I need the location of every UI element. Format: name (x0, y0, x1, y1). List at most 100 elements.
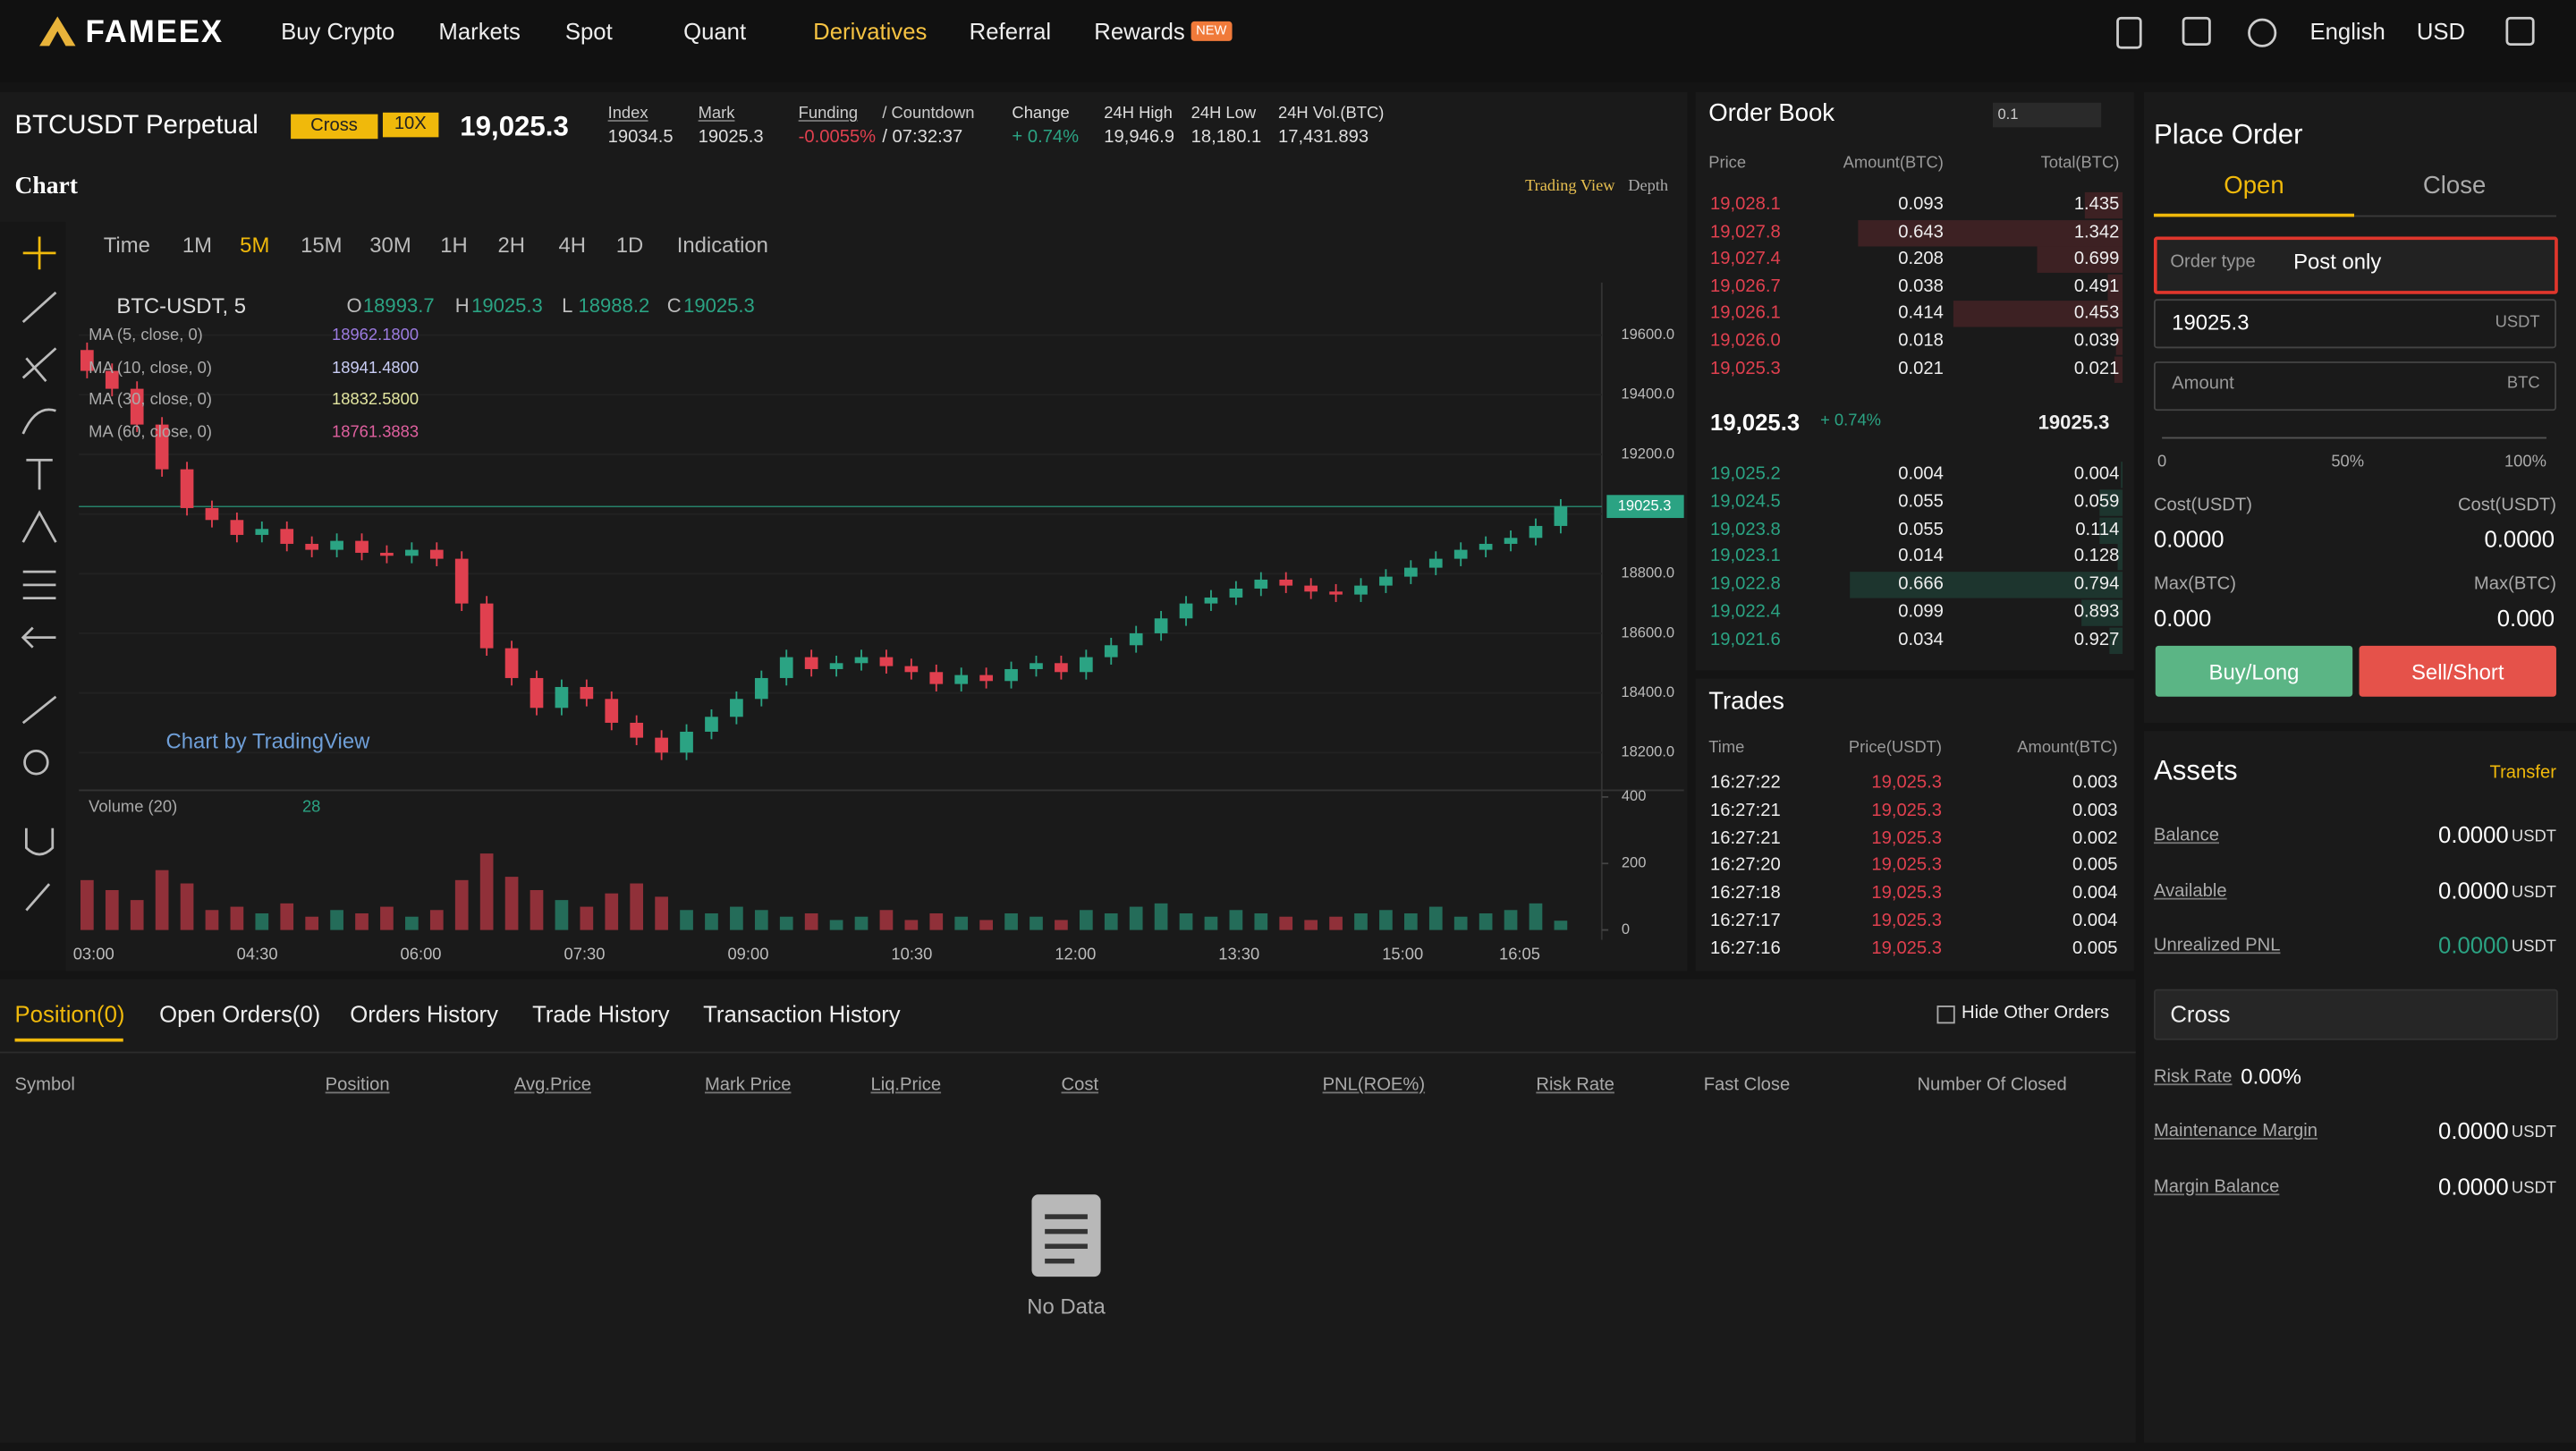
slider-track[interactable] (2162, 437, 2546, 439)
volume-bar (1279, 916, 1293, 930)
view-tab[interactable]: Trading View (1525, 177, 1615, 196)
asset-label: Available (2153, 880, 2227, 901)
depth-bar (1858, 219, 2123, 246)
volume-bar (205, 910, 219, 930)
book-total: 0.453 (2073, 303, 2120, 324)
risk-value: 0.00% (2241, 1064, 2302, 1089)
interval[interactable]: Time (103, 232, 150, 258)
nav-item[interactable]: Derivatives (813, 18, 928, 45)
transfer-link[interactable]: Transfer (2489, 763, 2556, 784)
volume-bar (580, 906, 594, 930)
candle-body (804, 657, 818, 669)
candle-body (205, 507, 219, 521)
candle-body (504, 648, 519, 678)
sell-label[interactable]: Sell/Short (2411, 659, 2504, 685)
interval[interactable]: 2H (497, 232, 526, 258)
volume-bar (605, 893, 619, 930)
time-label: 06:00 (400, 946, 442, 965)
buy-button[interactable] (2155, 645, 2353, 697)
nav-icons[interactable] (2113, 15, 2543, 51)
candle-body (605, 699, 619, 723)
symbol[interactable]: BTCUSDT Perpetual (14, 111, 258, 140)
buy-label[interactable]: Buy/Long (2208, 659, 2300, 685)
stat-label: 24H Vol.(BTC) (1277, 105, 1385, 123)
nav-item[interactable]: Markets (438, 18, 521, 45)
interval[interactable]: 1H (440, 232, 468, 258)
candle-body (829, 663, 843, 669)
time-label: 07:30 (564, 946, 606, 965)
toolbar (0, 221, 66, 972)
book-total: 1.342 (2073, 222, 2120, 242)
interval[interactable]: 30M (369, 232, 411, 258)
interval[interactable]: 1D (615, 232, 644, 258)
summary-value: 0.000 (2153, 604, 2212, 632)
margin-mode-select[interactable] (2153, 989, 2558, 1040)
checkbox[interactable] (1936, 1006, 1955, 1024)
volume-bar (1204, 916, 1218, 930)
volume-bar (355, 913, 369, 930)
interval[interactable]: 4H (558, 232, 587, 258)
column-header: Amount(BTC) (2017, 739, 2118, 758)
sell-button[interactable] (2359, 645, 2556, 697)
volume-bar (1004, 913, 1018, 930)
price-value[interactable]: 19025.3 (2172, 310, 2250, 335)
position-tab[interactable]: Open Orders(0) (159, 1000, 321, 1027)
interval[interactable]: Indication (676, 232, 768, 258)
position-tab[interactable]: Orders History (350, 1000, 498, 1027)
language[interactable]: English (2309, 18, 2385, 45)
nav-item[interactable]: Quant (683, 18, 747, 45)
trade-time: 16:27:18 (1710, 883, 1781, 904)
asset-value: 0.0000 (2438, 1172, 2509, 1199)
volume-bar (754, 910, 768, 930)
checkbox-label[interactable]: Hide Other Orders (1962, 1003, 2110, 1023)
position-tab[interactable]: Transaction History (703, 1000, 901, 1027)
interval[interactable]: 15M (301, 232, 343, 258)
currency[interactable]: USD (2416, 18, 2466, 45)
trade-price: 19,025.3 (1871, 827, 1943, 848)
y-tick-label: 18800.0 (1621, 564, 1674, 581)
column-header: Price(USDT) (1848, 739, 1943, 758)
candle-body (779, 657, 793, 678)
nav-item[interactable]: Referral (969, 18, 1052, 45)
book-total: 0.021 (2073, 358, 2120, 378)
precision-select[interactable]: 0.1 (1992, 102, 2101, 128)
price-input[interactable] (2153, 299, 2556, 349)
book-change: + 0.74% (1820, 412, 1882, 431)
book-price: 19,027.8 (1710, 222, 1781, 242)
nav-item[interactable]: Buy Crypto (281, 18, 395, 45)
candle-body (1329, 591, 1343, 595)
depth-bar (2037, 246, 2123, 274)
no-data-icon (1031, 1194, 1101, 1277)
leverage-badge: 10X (382, 112, 438, 138)
volume-bar (230, 906, 244, 930)
volume-bar (405, 916, 419, 930)
position-tab[interactable]: Trade History (532, 1000, 670, 1027)
stat-label: Funding (798, 105, 859, 123)
depth-bar (2106, 274, 2123, 301)
volume-bar (854, 916, 869, 930)
order-type[interactable]: Post only (2293, 249, 2382, 274)
nav-item[interactable]: Spot (564, 18, 613, 45)
view-tab[interactable]: Depth (1628, 177, 1669, 196)
stat-value: + 0.74% (1012, 127, 1080, 148)
unit: USDT (2495, 313, 2540, 333)
book-amount: 0.055 (1898, 491, 1944, 512)
order-type-select[interactable] (2153, 236, 2558, 294)
interval[interactable]: 1M (182, 232, 213, 258)
order-tab[interactable]: Close (2422, 171, 2487, 200)
interval[interactable]: 5M (240, 232, 270, 258)
slider-label: 0 (2157, 453, 2167, 472)
column-header: Position (325, 1075, 390, 1096)
amount-placeholder[interactable]: Amount (2172, 373, 2234, 394)
amount-input[interactable] (2153, 361, 2556, 412)
candle-body (630, 722, 644, 738)
book-price: 19,021.6 (1710, 630, 1781, 650)
nav-item[interactable]: Rewards (1094, 18, 1185, 45)
order-tab[interactable]: Open (2224, 171, 2284, 200)
margin-mode[interactable]: Cross (2170, 1000, 2231, 1027)
position-tab[interactable]: Position(0) (14, 1000, 125, 1027)
volume-bar (330, 910, 343, 930)
candle-body (1055, 663, 1068, 673)
volume-bar (479, 853, 494, 930)
